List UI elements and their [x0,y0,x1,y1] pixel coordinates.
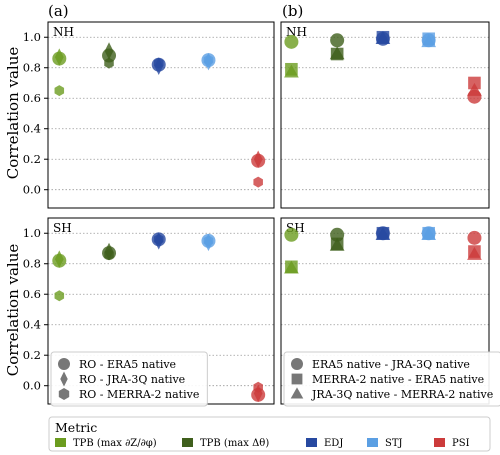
marker-legend-label: MERRA-2 native - ERA5 native [312,373,484,386]
panel-frame [280,21,490,209]
data-point-triangle-tpb_dtheta [329,237,345,251]
metric-legend-items: TPB (max ∂Z/∂φ) TPB (max Δθ) EDJ STJ PSI [55,438,470,449]
ytick-label: 0.6 [23,287,41,301]
ytick-label: 0.4 [23,318,41,332]
data-point-triangle-edj [375,227,391,241]
legend-diamond-icon [60,371,68,387]
data-point-triangle-edj [375,31,391,45]
ytick-label: 0.2 [23,348,41,362]
legend-circle-icon [291,358,303,370]
metric-legend: Metric TPB (max ∂Z/∂φ) TPB (max Δθ) EDJ STJ… [48,416,491,452]
ylabel-bottom: Correlation value [4,244,22,377]
data-point-triangle-psi [467,82,482,96]
marker-legend-frame [283,351,500,407]
ytick-label: 0.8 [23,257,41,271]
legend-swatch-edj [306,438,317,447]
data-point-diamond-tpb_dtheta [104,42,114,60]
panel-b-nh: NH [280,21,490,209]
panel-letter-b: (b) [282,2,303,20]
panel-frame [47,21,275,209]
legend-hexagon-icon [58,388,70,400]
data-point-diamond-psi [253,150,263,168]
legend-swatch-psi [434,438,445,447]
legend-label-psi: PSI [452,438,470,449]
data-point-hexagon-edj [153,57,164,69]
legend-swatch-stj [367,438,378,447]
metric-legend-frame [48,416,491,452]
ytick-label: 1.0 [23,30,41,44]
data-point-diamond-tpb_grad [54,250,64,268]
data-point-triangle-tpb_dtheta [329,46,345,60]
legend-label-tpb_dtheta: TPB (max Δθ) [200,438,269,449]
data-point-circle-tpb_grad [284,227,299,242]
data-point-hexagon-edj [153,233,164,245]
region-label: NH [53,25,74,39]
data-point-circle-tpb_grad [284,34,299,49]
data-point-triangle-tpb_grad [284,260,299,274]
data-point-hexagon-stj [203,54,214,66]
data-point-circle-psi [467,230,482,245]
data-point-diamond-tpb_grad [54,48,64,66]
ytick-label: 0.0 [23,183,41,197]
data-point-hexagon-stj [203,235,214,247]
marker-legend-label: RO - ERA5 native [79,358,176,371]
marker-legend: ERA5 native - JRA-3Q native MERRA-2 nativ… [283,351,500,407]
data-point-triangle-stj [421,227,437,241]
marker-legend-label: JRA-3Q native - MERRA-2 native [311,388,493,401]
panels: 0.0 0.2 0.4 0.6 0.8 1.0 NH NH 0.0 0.2 0.4 0.6 0.8 1.0… [23,21,500,407]
marker-legend-label: ERA5 native - JRA-3Q native [312,358,470,371]
data-point-circle-tpb_dtheta [330,33,345,48]
legend-swatch-tpb_grad [55,438,66,447]
data-point-hexagon-psi [253,381,263,393]
ytick-label: 0.8 [23,61,41,75]
data-point-triangle-psi [467,246,482,260]
data-point-hexagon-tpb_dtheta [104,249,114,261]
legend-circle-icon [58,358,70,370]
data-point-triangle-tpb_grad [284,64,299,78]
ytick-label: 0.0 [23,379,41,393]
marker-legend-label: RO - MERRA-2 native [79,388,199,401]
data-point-hexagon-psi [253,176,263,188]
legend-label-stj: STJ [385,438,403,449]
legend-label-tpb_grad: TPB (max ∂Z/∂φ) [73,438,157,449]
marker-legend-label: RO - JRA-3Q native [79,373,185,386]
legend-triangle-icon [290,387,304,399]
data-point-hexagon-tpb_grad [54,290,65,302]
legend-square-icon [291,373,303,385]
data-point-triangle-stj [421,34,437,48]
ylabel-top: Correlation value [4,47,22,180]
panel-a-nh: 0.0 0.2 0.4 0.6 0.8 1.0 NH [23,21,275,209]
ytick-label: 0.2 [23,152,41,166]
marker-legend-frame [50,351,208,407]
data-point-hexagon-tpb_grad [54,85,65,97]
legend-swatch-tpb_dtheta [182,438,193,447]
ytick-label: 0.4 [23,122,41,136]
data-point-hexagon-tpb_dtheta [104,57,114,69]
marker-legend: RO - ERA5 native RO - JRA-3Q native RO - M… [50,351,208,407]
panel-b-sh: SH [280,217,490,405]
ytick-label: 0.6 [23,91,41,105]
metric-legend-title: Metric [55,420,97,435]
region-label: SH [53,221,72,235]
panel-letter-a: (a) [48,2,69,20]
ytick-label: 1.0 [23,226,41,240]
legend-label-edj: EDJ [324,438,343,449]
